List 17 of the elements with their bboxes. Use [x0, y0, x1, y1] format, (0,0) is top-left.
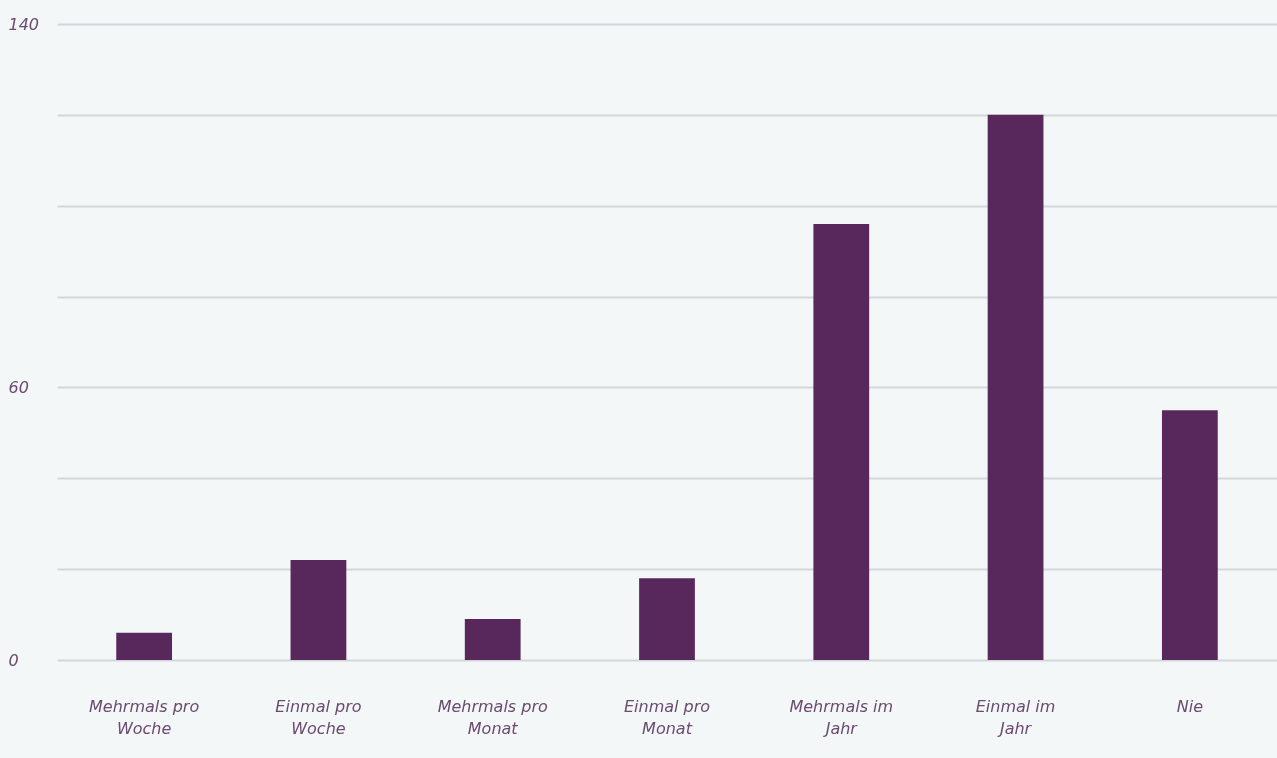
bar [116, 632, 173, 660]
bar [813, 223, 870, 660]
y-tick-label: 140 [8, 14, 40, 34]
bar [987, 114, 1044, 660]
x-tick-label: Einmal pro Monat [623, 696, 711, 738]
x-tick-label: Mehrmals im Jahr [789, 696, 894, 738]
x-tick-label: Mehrmals pro Monat [437, 696, 548, 738]
bar [290, 560, 347, 660]
y-tick-label: 60 [8, 377, 29, 397]
x-tick-label: Nie [1176, 696, 1204, 716]
bar [1161, 410, 1218, 660]
bar [639, 578, 695, 660]
x-tick-label: Mehrmals pro Woche [89, 696, 200, 738]
y-tick-label: 0 [8, 650, 19, 670]
x-tick-label: Einmal pro Woche [275, 696, 362, 738]
bar [464, 619, 521, 660]
x-tick-label: Einmal im Jahr [975, 696, 1056, 738]
